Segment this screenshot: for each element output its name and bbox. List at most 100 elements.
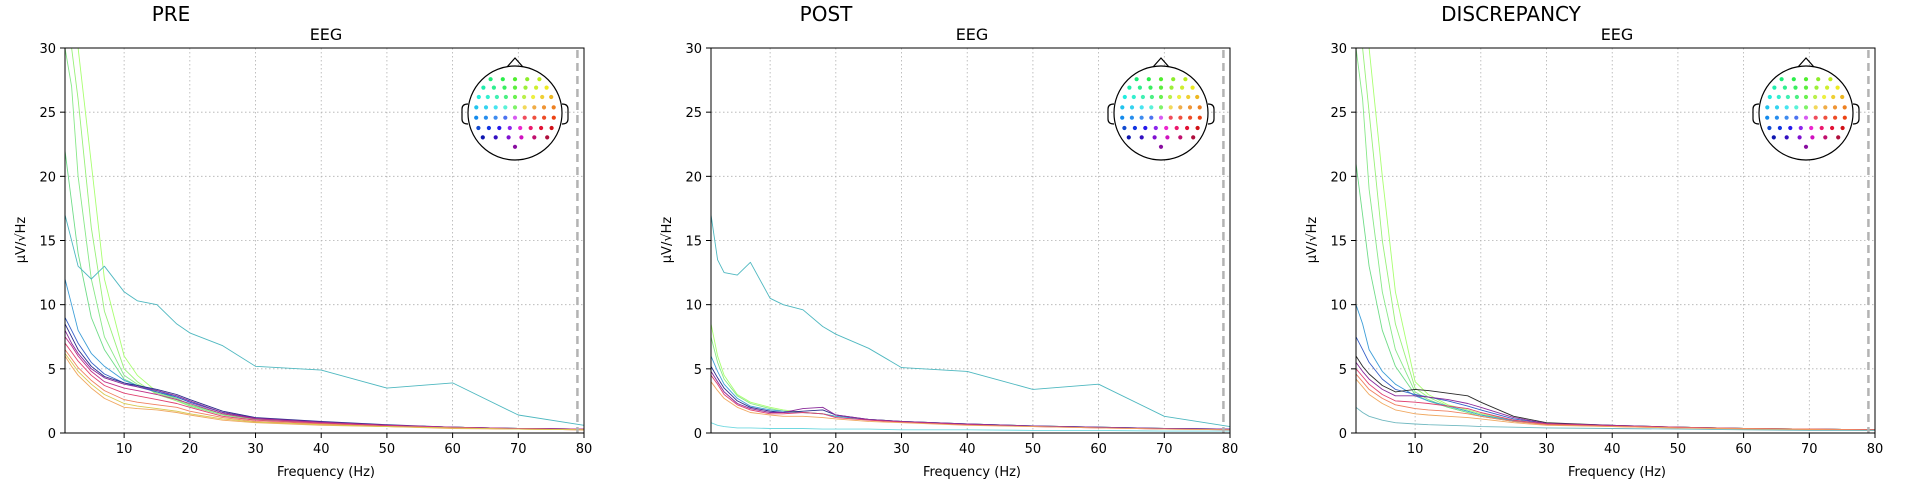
right-ear-icon	[1207, 103, 1215, 125]
sensor-dot	[1129, 115, 1134, 120]
sensor-dot	[502, 85, 507, 90]
sensor-dot	[503, 94, 508, 100]
y-tick-label: 0	[1339, 427, 1347, 442]
left-ear-icon	[461, 103, 469, 125]
x-tick-label: 10	[116, 442, 133, 457]
psd-trace	[711, 214, 1230, 428]
sensor-dot	[545, 135, 550, 140]
sensor-dot	[512, 105, 518, 110]
sensor-dot	[1791, 77, 1796, 82]
x-tick-label: 50	[1670, 442, 1687, 457]
sensor-dot	[474, 115, 479, 120]
x-tick-label: 50	[379, 442, 396, 457]
psd-trace	[65, 342, 584, 431]
y-tick-label: 5	[48, 363, 56, 378]
sensor-dot	[1835, 85, 1840, 90]
sensor-dot	[485, 94, 490, 100]
sensor-dot	[540, 94, 545, 100]
sensor-dot	[1177, 94, 1182, 100]
psd-trace	[1356, 336, 1875, 431]
sensor-dot	[503, 115, 508, 120]
axes-title: EEG	[1601, 25, 1634, 44]
x-axis-label: Frequency (Hz)	[923, 465, 1021, 480]
sensor-dot	[1195, 125, 1200, 131]
sensor-dot	[1131, 94, 1136, 100]
sensor-dot	[488, 77, 493, 82]
psd-trace	[711, 375, 1230, 431]
sensor-dot	[1803, 94, 1809, 100]
sensor-dot	[1767, 125, 1772, 131]
sensor-dot	[1183, 77, 1188, 82]
sensor-dot	[532, 115, 537, 120]
sensor-dot	[1178, 115, 1183, 120]
sensor-dot	[1832, 105, 1838, 110]
y-tick-label: 0	[48, 427, 56, 442]
x-tick-label: 60	[1090, 442, 1107, 457]
x-tick-label: 10	[762, 442, 779, 457]
sensor-dot	[1813, 115, 1818, 120]
sensor-dot	[551, 105, 556, 110]
x-tick-label: 20	[828, 442, 845, 457]
sensor-dot	[493, 135, 498, 140]
psd-trace	[711, 371, 1230, 430]
psd-trace	[711, 355, 1230, 430]
y-tick-label: 10	[39, 299, 56, 314]
x-tick-label: 40	[1604, 442, 1621, 457]
sensor-dot	[1836, 135, 1841, 140]
sensor-dot	[1139, 135, 1144, 140]
y-tick-label: 25	[685, 106, 702, 121]
sensor-dot	[1797, 135, 1802, 140]
sensor-dot	[549, 125, 554, 131]
sensor-dot	[1825, 85, 1830, 90]
sensor-dot	[1830, 125, 1835, 131]
sensor-dot	[512, 77, 518, 82]
sensor-dot	[1178, 105, 1183, 110]
y-tick-label: 30	[1330, 42, 1347, 57]
sensor-dot	[1767, 94, 1772, 100]
sensor-dot	[1831, 94, 1836, 100]
sensor-dot	[1833, 115, 1838, 120]
sensor-dot	[486, 125, 491, 131]
x-tick-label: 10	[1407, 442, 1424, 457]
sensor-dot	[1803, 85, 1809, 90]
x-tick-label: 70	[1156, 442, 1173, 457]
x-tick-label: 80	[1222, 442, 1239, 457]
head-outline-icon	[1758, 65, 1854, 161]
sensor-dot	[1819, 125, 1824, 131]
sensor-dot	[1120, 105, 1125, 110]
sensor-dot	[1174, 125, 1179, 131]
sensor-dot	[1803, 144, 1809, 149]
sensor-dot	[525, 77, 530, 82]
sensor-dot	[1782, 85, 1787, 90]
x-tick-label: 70	[1801, 442, 1818, 457]
sensor-dot	[522, 94, 527, 100]
sensor-dot	[500, 77, 505, 82]
psd-trace	[1356, 362, 1875, 431]
sensor-dot	[1771, 135, 1776, 140]
sensor-dot	[1785, 94, 1790, 100]
sensor-dot	[506, 135, 511, 140]
psd-trace	[65, 214, 584, 426]
sensor-head-inset	[461, 57, 569, 161]
sensor-dot	[551, 115, 556, 120]
sensor-dot	[1191, 135, 1196, 140]
sensor-dot	[1828, 77, 1833, 82]
psd-trace	[1356, 355, 1875, 431]
x-tick-label: 20	[182, 442, 199, 457]
psd-trace	[1356, 368, 1875, 431]
sensor-dot	[1149, 94, 1154, 100]
sensor-dot	[1146, 77, 1151, 82]
sensor-dot	[1129, 105, 1135, 110]
y-tick-label: 15	[39, 235, 56, 250]
sensor-dot	[1810, 135, 1815, 140]
sensor-dot	[503, 105, 508, 110]
sensor-dot	[507, 125, 512, 131]
x-tick-label: 70	[510, 442, 527, 457]
sensor-dot	[1164, 125, 1169, 131]
sensor-dot	[544, 85, 549, 90]
sensor-dot	[494, 94, 499, 100]
sensor-dot	[1165, 135, 1170, 140]
nose-icon	[1797, 57, 1815, 68]
sensor-dot	[1842, 105, 1847, 110]
